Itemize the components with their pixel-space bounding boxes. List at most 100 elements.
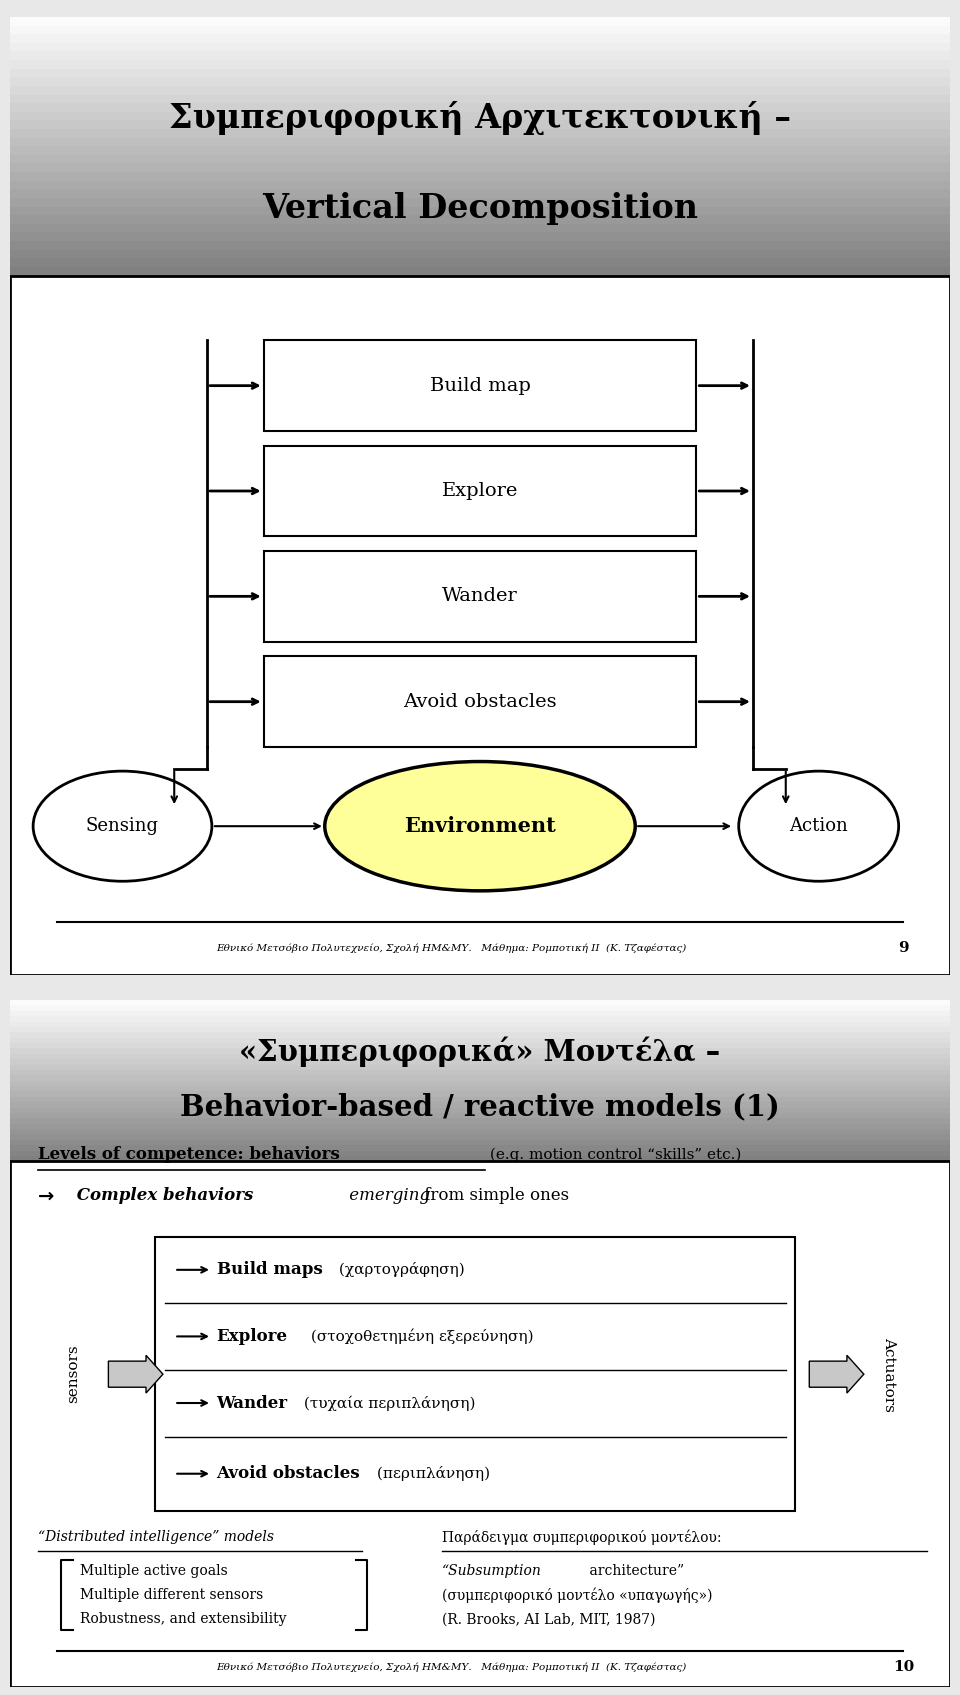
Text: (e.g. motion control “skills” etc.): (e.g. motion control “skills” etc.) [485,1148,741,1161]
Text: «Συμπεριφορικά» Μοντέλα –: «Συμπεριφορικά» Μοντέλα – [239,1036,721,1066]
Text: Παράδειγμα συμπεριφορικού μοντέλου:: Παράδειγμα συμπεριφορικού μοντέλου: [443,1529,722,1544]
Bar [10,86,950,95]
Bar [10,1027,950,1032]
Bar [10,207,950,215]
Bar [10,34,950,42]
Text: Εθνικό Μετσόβιο Πολυτεχνείο, Σχολή ΗΜ&ΜΥ.   Μάθημα: Ρομποτική ΙΙ  (Κ. Τζαφέστας): Εθνικό Μετσόβιο Πολυτεχνείο, Σχολή ΗΜ&ΜΥ… [217,1663,687,1671]
Bar [10,173,950,181]
Text: Environment: Environment [404,817,556,836]
Bar [10,1107,950,1114]
Bar [10,129,950,137]
Bar [10,1124,950,1129]
Text: “Distributed intelligence” models: “Distributed intelligence” models [37,1531,274,1544]
Text: Συμπεριφορική Αρχιτεκτονική –: Συμπεριφορική Αρχιτεκτονική – [169,100,791,134]
Text: 9: 9 [898,941,909,954]
Bar [10,232,950,241]
Text: Robustness, and extensibility: Robustness, and extensibility [80,1612,287,1626]
Bar [10,1114,950,1119]
Bar [10,215,950,224]
Bar [10,1134,950,1139]
Bar [10,112,950,120]
Bar [10,17,950,25]
Text: Multiple active goals: Multiple active goals [80,1564,228,1578]
Bar [10,1017,950,1022]
Text: Behavior-based / reactive models (1): Behavior-based / reactive models (1) [180,1092,780,1120]
Text: Build map: Build map [429,376,531,395]
Bar [10,1129,950,1134]
Bar [10,51,950,59]
Text: from simple ones: from simple ones [419,1186,569,1203]
Text: (τυχαία περιπλάνηση): (τυχαία περιπλάνηση) [300,1395,476,1410]
Text: Vertical Decomposition: Vertical Decomposition [262,192,698,225]
Bar [10,1054,950,1059]
Bar [10,241,950,249]
Text: Multiple different sensors: Multiple different sensors [80,1588,263,1602]
Text: Actuators: Actuators [882,1337,897,1412]
Bar [10,1037,950,1042]
Text: Wander: Wander [443,588,517,605]
Bar [10,137,950,146]
Ellipse shape [324,761,636,892]
Bar [10,198,950,207]
Bar [10,1032,950,1037]
Text: (περιπλάνηση): (περιπλάνηση) [372,1466,490,1481]
Bar [264,446,696,537]
Bar [10,1146,950,1151]
Bar [10,249,950,258]
Bar [10,1097,950,1102]
Bar [10,258,950,266]
Text: Action: Action [789,817,848,836]
Bar [10,224,950,232]
Bar [10,266,950,276]
Bar [10,1081,950,1086]
Text: Complex behaviors: Complex behaviors [71,1186,253,1203]
Bar [264,656,696,747]
Bar [10,42,950,51]
Text: Avoid obstacles: Avoid obstacles [403,693,557,710]
Bar [10,95,950,103]
Bar [10,1151,950,1156]
Bar [264,341,696,431]
Text: →: → [37,1186,54,1205]
Text: Build maps: Build maps [217,1261,323,1278]
Text: (στοχοθετημένη εξερεύνηση): (στοχοθετημένη εξερεύνηση) [306,1329,534,1344]
FancyArrow shape [108,1356,163,1393]
Ellipse shape [739,771,899,881]
Text: Levels of competence: behaviors: Levels of competence: behaviors [37,1146,340,1163]
Bar [10,69,950,78]
Bar [10,59,950,69]
Ellipse shape [33,771,212,881]
Bar [10,1156,950,1161]
Bar [10,154,950,163]
Text: Εθνικό Μετσόβιο Πολυτεχνείο, Σχολή ΗΜ&ΜΥ.   Μάθημα: Ρομποτική ΙΙ  (Κ. Τζαφέστας): Εθνικό Μετσόβιο Πολυτεχνείο, Σχολή ΗΜ&ΜΥ… [217,942,687,953]
Text: sensors: sensors [66,1344,81,1403]
Bar [10,1000,950,1005]
Bar [10,1070,950,1075]
Bar [10,1139,950,1146]
Bar [10,1059,950,1064]
Bar [156,1237,795,1512]
Bar [10,120,950,129]
FancyArrow shape [809,1356,864,1393]
Text: Explore: Explore [442,481,518,500]
Bar [10,1022,950,1027]
Bar [10,190,950,198]
Text: (χαρτογράφηση): (χαρτογράφηση) [334,1263,465,1278]
Bar [10,163,950,173]
Text: Wander: Wander [217,1395,288,1412]
Text: emerging: emerging [344,1186,430,1203]
Bar [10,1042,950,1049]
Bar [10,1075,950,1081]
Text: (R. Brooks, AI Lab, MIT, 1987): (R. Brooks, AI Lab, MIT, 1987) [443,1612,656,1626]
Text: Explore: Explore [217,1327,288,1344]
Bar [10,103,950,112]
Bar [10,1064,950,1070]
Bar [264,551,696,642]
Bar [10,25,950,34]
Bar [10,1010,950,1017]
Bar [10,181,950,190]
Bar [10,1102,950,1107]
Bar [10,1086,950,1092]
Bar [10,78,950,86]
Bar [10,1119,950,1124]
